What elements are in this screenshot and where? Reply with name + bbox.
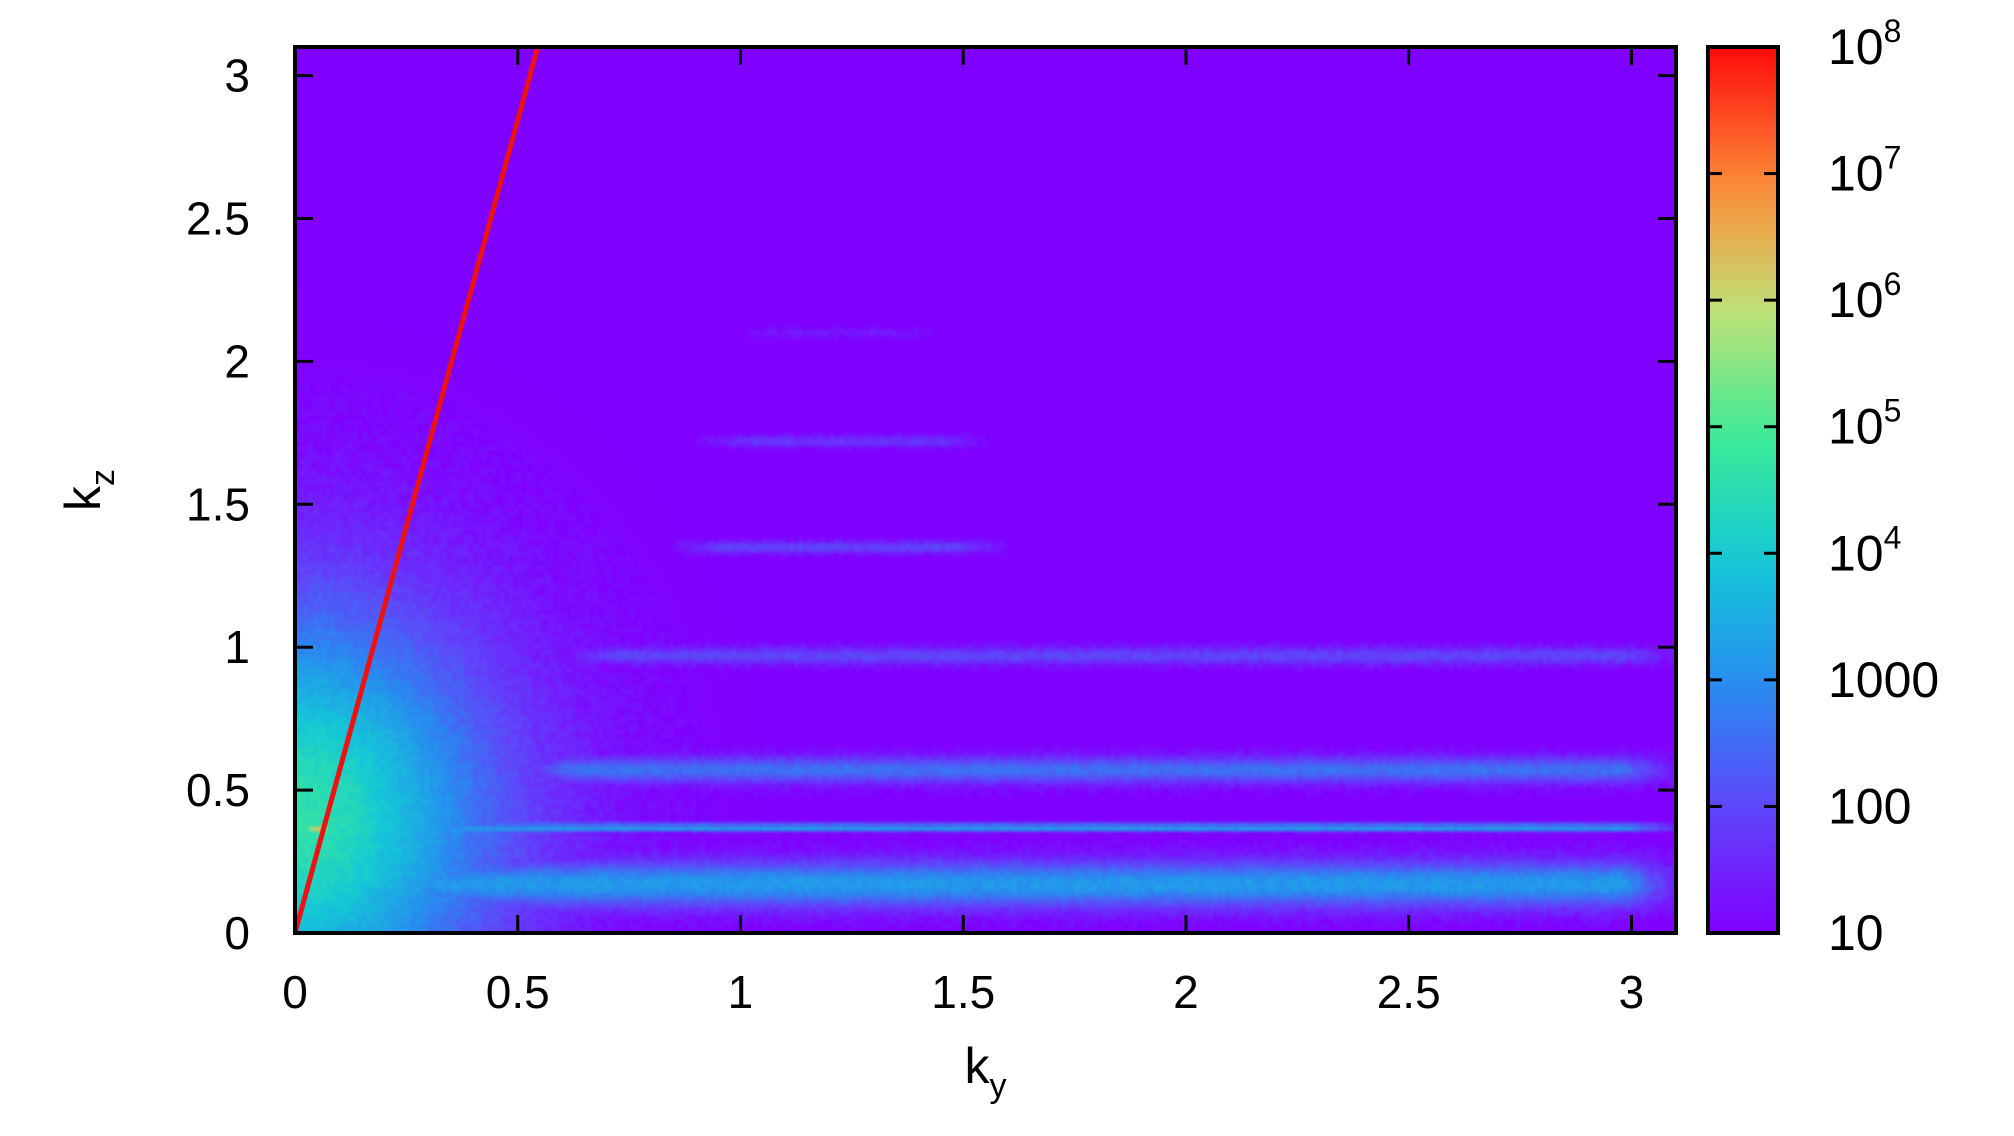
y-tick-label: 2.5 [186,192,250,244]
colorbar-tick-label: 105 [1828,393,1901,455]
y-tick-label: 3 [224,50,250,102]
y-tick-label: 2 [224,335,250,387]
overlay-line-layer [292,46,541,934]
x-tick-label: 2.5 [1377,966,1441,1018]
x-tick-label: 0 [282,966,308,1018]
colorbar-tick-label: 108 [1828,13,1901,75]
x-tick-label: 2 [1173,966,1199,1018]
colorbar [1706,45,1780,935]
y-tick-label: 1 [224,621,250,673]
y-axis: 0 0.5 1 1.5 2 2.5 3 [186,50,1676,959]
plot-frame [293,45,1678,935]
x-tick-label: 1.5 [931,966,995,1018]
colorbar-tick-label: 1000 [1828,652,1939,708]
y-tick-label: 1.5 [186,478,250,530]
overlay-line [292,46,541,934]
heatmap-raster [295,47,1676,933]
colorbar-tick-label: 10 [1828,905,1884,961]
x-tick-label: 0.5 [486,966,550,1018]
x-tick-label: 1 [728,966,754,1018]
y-axis-label: kz [55,469,122,511]
x-axis-label: ky [965,1038,1007,1105]
x-axis: 0 0.5 1 1.5 2 2.5 3 [282,47,1644,1018]
colorbar-tick-label: 107 [1828,140,1901,202]
heatmap-image [295,47,1676,933]
y-tick-label: 0 [224,907,250,959]
colorbar-tick-label: 106 [1828,266,1901,328]
x-tick-label: 3 [1619,966,1645,1018]
colorbar-ticks: 10 100 1000 104 105 106 107 108 [1708,13,1939,961]
colorbar-tick-label: 104 [1828,519,1901,581]
colorbar-tick-label: 100 [1828,778,1911,834]
y-tick-label: 0.5 [186,764,250,816]
